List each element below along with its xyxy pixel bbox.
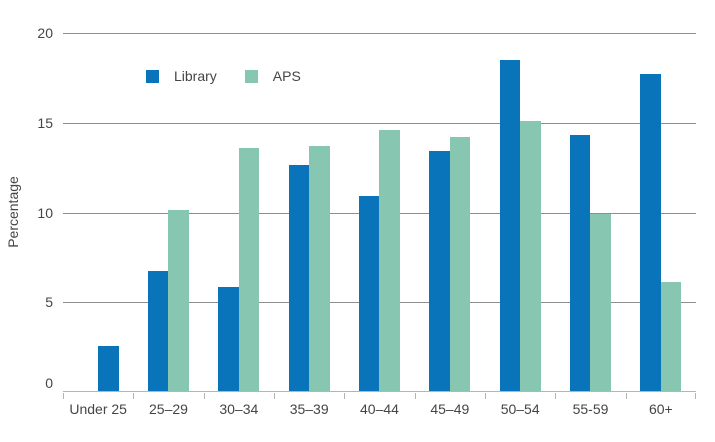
x-tick-label: 25–29	[149, 401, 188, 417]
y-tick-label: 5	[45, 294, 53, 311]
bar-group-9	[626, 33, 696, 391]
y-tick-label: 20	[37, 25, 53, 41]
bar-library	[429, 151, 450, 391]
legend-item-library: Library	[146, 68, 217, 84]
legend-swatch-library	[146, 69, 159, 83]
x-axis-line	[63, 391, 696, 392]
x-axis-tick	[414, 393, 416, 399]
bar-aps	[238, 147, 260, 391]
x-axis-tick	[274, 393, 275, 399]
bar-group-8	[555, 33, 625, 391]
legend: Library APS	[146, 68, 301, 84]
bar-library	[98, 346, 119, 391]
x-tick-label: 30–34	[219, 401, 259, 417]
x-tick-label: 55-59	[572, 401, 609, 417]
bar-group-3	[204, 33, 274, 391]
y-tick-label: 0	[45, 375, 53, 391]
x-axis-tick	[344, 393, 346, 399]
x-axis-tick	[555, 393, 557, 399]
bar-library	[640, 74, 661, 391]
x-axis-tick	[485, 393, 486, 399]
bar-library	[499, 59, 521, 391]
y-axis-tick-labels: 0 5 10 15 20	[0, 25, 53, 392]
bar-aps	[590, 213, 611, 391]
bar-group-6	[415, 33, 485, 391]
bar-group-7	[485, 33, 555, 391]
bar-group-4	[274, 33, 344, 391]
x-axis-tick	[695, 393, 696, 399]
bar-aps	[660, 281, 682, 391]
bar-aps	[168, 210, 189, 391]
x-tick-label: 60+	[648, 401, 673, 417]
x-tick-label: 50–54	[500, 401, 540, 417]
bar-library	[569, 135, 591, 391]
bar-aps	[379, 129, 400, 391]
legend-swatch-aps	[244, 69, 258, 83]
x-tick-label: Under 25	[69, 401, 127, 417]
y-tick-label: 15	[37, 114, 53, 131]
gridline-20	[63, 33, 696, 34]
bar-aps	[449, 136, 471, 391]
x-axis-tick	[63, 393, 64, 399]
bar-aps	[309, 145, 330, 391]
bar-library	[218, 287, 239, 391]
bar-library	[288, 165, 310, 391]
bar-group-1	[63, 33, 133, 391]
x-axis-tick	[625, 393, 627, 399]
bar-group-2	[133, 33, 203, 391]
legend-item-aps: APS	[244, 68, 301, 84]
plot-area: Library APS	[63, 33, 696, 399]
legend-label: APS	[272, 68, 301, 84]
bar-library	[358, 195, 380, 391]
y-tick-label: 10	[37, 204, 53, 221]
x-axis-tick-labels: Under 25 25–29 30–34 35–39 40–44 45–49 50–54 55…	[63, 401, 696, 421]
legend-label: Library	[174, 68, 217, 84]
x-axis-tick	[203, 393, 205, 399]
x-tick-label: 45–49	[430, 401, 470, 417]
x-tick-label: 40–44	[360, 401, 399, 417]
bar-aps	[520, 120, 541, 391]
gridline-15	[63, 122, 696, 124]
bar-group-5	[344, 33, 414, 391]
bar-library	[147, 271, 169, 391]
x-axis-tick	[133, 393, 135, 399]
x-tick-label: 35–39	[289, 401, 329, 417]
